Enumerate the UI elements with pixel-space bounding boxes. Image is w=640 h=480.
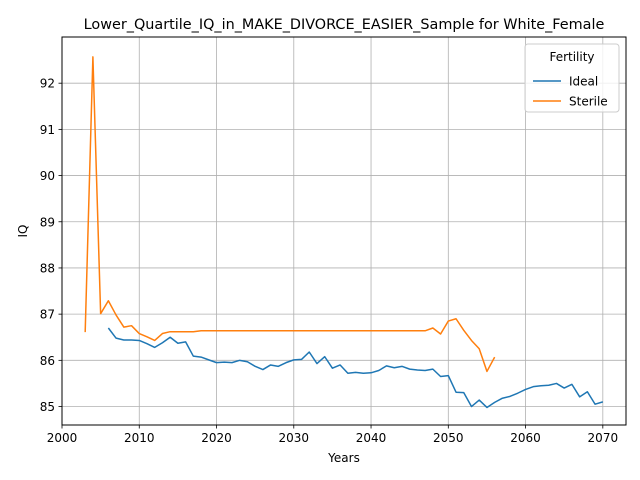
y-tick-label: 91 [40, 123, 55, 137]
x-tick-label: 2040 [356, 431, 387, 445]
y-tick-label: 92 [40, 77, 55, 91]
x-tick-label: 2030 [279, 431, 310, 445]
x-axis-label: Years [327, 451, 360, 465]
series-lines [84, 56, 604, 409]
x-tick-label: 2060 [510, 431, 541, 445]
x-tick-label: 2000 [47, 431, 78, 445]
y-axis-ticks: 85 86 87 88 89 90 91 92 [40, 77, 62, 414]
y-tick-label: 88 [40, 261, 55, 275]
y-tick-label: 86 [40, 354, 55, 368]
plot-frame [61, 36, 627, 426]
x-tick-label: 2050 [433, 431, 464, 445]
y-axis-label: IQ [16, 225, 30, 238]
series-line-sterile [84, 56, 496, 373]
y-tick-label: 87 [40, 308, 55, 322]
legend-title: Fertility [549, 50, 594, 64]
x-tick-label: 2070 [588, 431, 619, 445]
y-tick-label: 85 [40, 400, 55, 414]
x-tick-label: 2010 [124, 431, 155, 445]
x-axis-ticks: 2000 2010 2020 2030 2040 2050 2060 2070 [47, 425, 618, 445]
chart-title: Lower_Quartile_IQ_in_MAKE_DIVORCE_EASIER… [84, 17, 605, 33]
legend-label-sterile: Sterile [569, 95, 608, 109]
series-line-ideal [107, 327, 604, 409]
legend: Fertility Ideal Sterile [524, 43, 620, 113]
legend-box [524, 43, 620, 113]
legend-label-ideal: Ideal [569, 75, 598, 89]
y-tick-label: 89 [40, 215, 55, 229]
legend-items: Ideal Sterile [533, 75, 608, 109]
y-tick-label: 90 [40, 169, 55, 183]
x-tick-label: 2020 [201, 431, 232, 445]
